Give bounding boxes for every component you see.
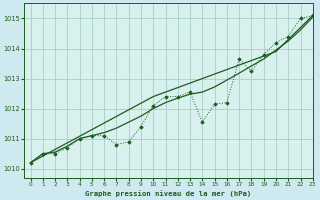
X-axis label: Graphe pression niveau de la mer (hPa): Graphe pression niveau de la mer (hPa) (85, 190, 252, 197)
